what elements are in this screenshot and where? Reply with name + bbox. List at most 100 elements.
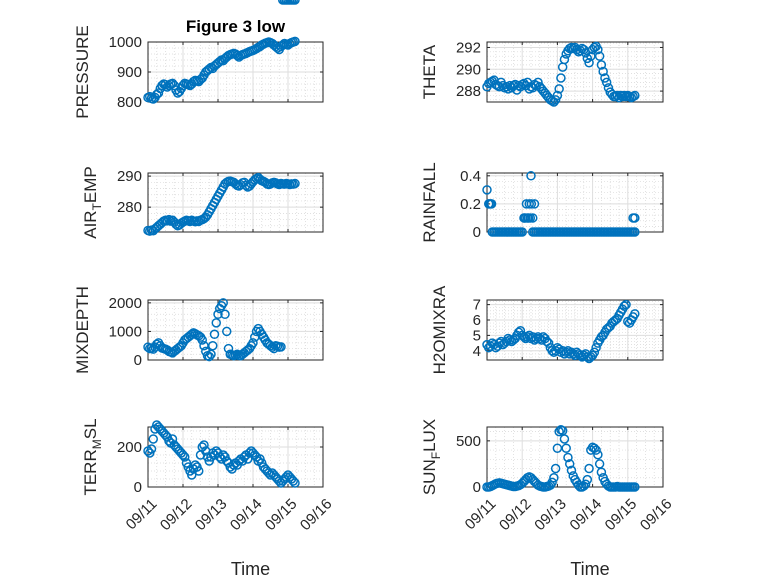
data-point <box>528 213 538 223</box>
data-point <box>211 318 221 328</box>
y-axis-label: TERRMSL <box>81 418 104 495</box>
x-tick-label: 09/12 <box>496 495 535 534</box>
y-tick-label: 288 <box>456 83 481 100</box>
data-point <box>526 199 537 209</box>
data-point <box>617 91 628 102</box>
y-tick-label: 0 <box>134 479 142 496</box>
data-point <box>557 62 568 72</box>
data-point <box>505 80 515 91</box>
data-point <box>517 227 527 237</box>
data-point <box>278 40 288 50</box>
subplot-pressure: 800 900 1000 PRESSURE Figure 3 low <box>73 17 324 119</box>
data-point <box>204 351 214 362</box>
data-point <box>584 57 594 68</box>
data-point <box>580 479 591 489</box>
y-axis-label: PRESSURE <box>73 25 92 119</box>
y-tick-label: 2000 <box>109 295 142 312</box>
data-point <box>232 50 242 61</box>
y-tick-label: 0 <box>134 352 142 369</box>
data-point <box>596 60 607 70</box>
data-point <box>153 88 164 98</box>
data-point <box>281 472 291 482</box>
data-point <box>564 459 575 469</box>
data-point <box>630 309 640 319</box>
data-point <box>290 478 300 488</box>
data-point <box>276 342 286 352</box>
data-point <box>619 301 630 311</box>
y-tick-label: 4 <box>473 343 481 360</box>
y-axis-label: THETA <box>420 44 439 99</box>
data-point <box>556 73 566 83</box>
data-point <box>204 64 214 74</box>
x-tick-label: 09/16 <box>297 495 336 534</box>
data-point <box>213 309 223 320</box>
x-tick-label: 09/15 <box>602 495 641 534</box>
subplot-rainfall: 0 0.2 0.4 RAINFALL <box>420 162 664 243</box>
data-point <box>586 51 596 61</box>
x-tick-label: 09/12 <box>157 495 196 534</box>
data-point <box>543 338 554 348</box>
data-point <box>505 335 515 345</box>
data-point <box>621 91 631 102</box>
data-point <box>274 476 284 486</box>
y-tick-label: 292 <box>456 39 481 56</box>
y-tick-label: 500 <box>456 433 481 450</box>
y-tick-label: 800 <box>117 94 142 111</box>
y-tick-label: 290 <box>117 168 142 185</box>
x-tick-label: 09/11 <box>123 495 161 533</box>
y-tick-label: 900 <box>117 64 142 81</box>
data-point <box>290 0 300 5</box>
data-point <box>552 443 563 453</box>
data-point <box>601 77 612 88</box>
y-tick-label: 0 <box>473 479 481 496</box>
data-point <box>208 340 218 351</box>
data-point <box>594 459 605 469</box>
data-point <box>288 476 298 486</box>
y-axis-label: MIXDEPTH <box>73 286 92 374</box>
y-tick-label: 7 <box>473 297 481 314</box>
data-point <box>630 90 640 101</box>
subplot-theta: 288 290 292 THETA <box>420 39 664 107</box>
data-point <box>243 454 253 464</box>
data-point <box>564 43 575 54</box>
data-point <box>148 434 158 444</box>
data-point <box>630 213 640 223</box>
data-point <box>197 335 207 345</box>
y-tick-label: 1000 <box>109 34 142 51</box>
data-point <box>559 54 570 65</box>
data-point <box>554 84 564 94</box>
x-tick-label: 09/11 <box>462 495 500 533</box>
x-tick-label: 09/13 <box>531 495 570 534</box>
data-point <box>290 36 300 47</box>
figure-title: Figure 3 low <box>186 17 286 36</box>
x-tick-label: 09/14 <box>227 495 266 534</box>
data-point <box>220 309 230 320</box>
data-point <box>222 326 232 337</box>
axes-box <box>486 172 664 233</box>
data-point <box>596 467 607 477</box>
data-point <box>628 91 638 102</box>
data-point <box>486 199 497 209</box>
data-point <box>594 51 605 61</box>
y-tick-label: 200 <box>117 439 142 456</box>
y-tick-label: 290 <box>456 61 481 78</box>
data-point <box>612 90 622 101</box>
data-point <box>241 180 251 191</box>
data-point <box>547 477 557 488</box>
data-point <box>187 470 197 480</box>
data-point <box>550 95 561 105</box>
data-point <box>199 440 209 450</box>
data-point <box>167 434 178 444</box>
subplot-mixdepth: 0 1000 2000 MIXDEPTH <box>73 0 324 374</box>
data-point <box>206 349 216 360</box>
data-point <box>559 434 570 444</box>
y-axis-label: RAINFALL <box>420 162 439 242</box>
y-axis-label: H2OMIXRA <box>430 285 449 374</box>
x-tick-label: 09/13 <box>192 495 231 534</box>
axes-box <box>486 41 664 103</box>
data-point <box>561 443 571 453</box>
data-point <box>178 450 188 460</box>
data-point <box>630 482 640 492</box>
data-point <box>162 216 172 226</box>
y-tick-label: 0.4 <box>460 168 481 185</box>
